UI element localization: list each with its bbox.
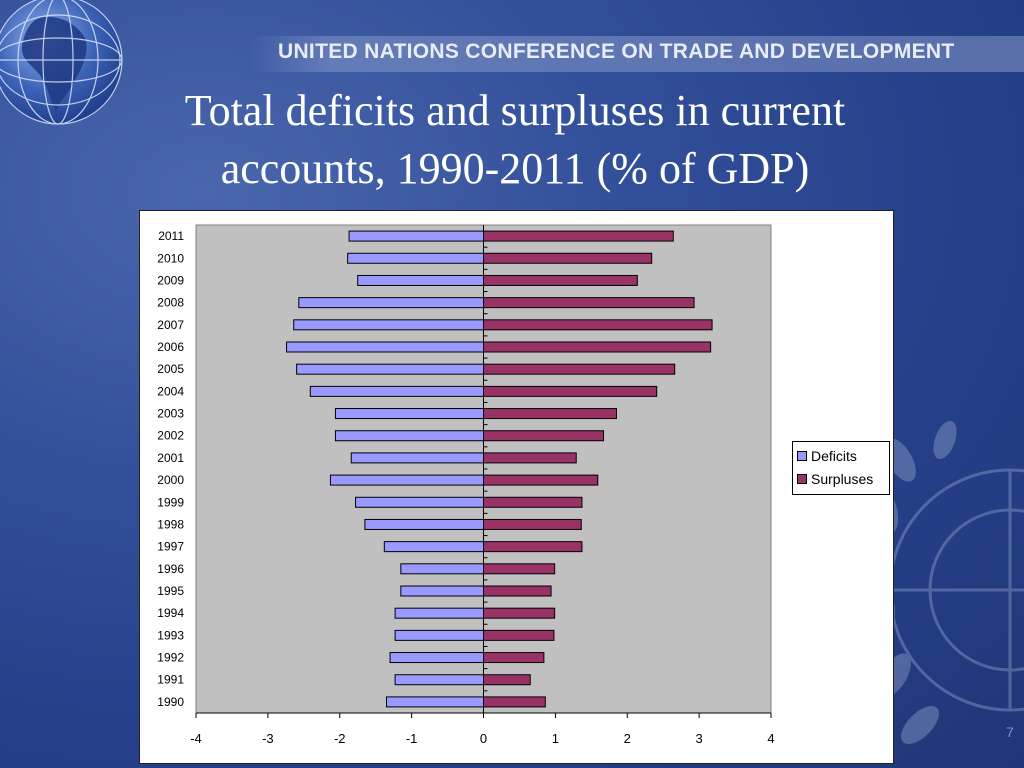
bar-deficits-2000 [329,474,484,486]
bar-deficits-1993 [394,629,484,641]
y-tick-label-1996: 1996 [157,562,184,576]
y-tick-label-2002: 2002 [157,429,184,443]
bar-surpluses-2010 [483,252,653,264]
y-tick-label-1994: 1994 [157,606,184,620]
bar-deficits-2003 [334,408,484,420]
bar-deficits-2001 [350,452,484,464]
x-tick-label: -2 [334,731,346,746]
y-tick-label-2008: 2008 [157,296,184,310]
bar-deficits-2011 [348,230,484,242]
legend-swatch-surpluses [797,474,807,485]
y-tick-label-1990: 1990 [157,695,184,709]
header-band [250,36,1024,72]
bar-deficits-1997 [383,541,484,553]
bar-surpluses-1999 [483,496,583,508]
organization-name: UNITED NATIONS CONFERENCE ON TRADE AND D… [278,40,955,63]
bar-surpluses-2005 [483,363,676,375]
y-tick-label-2007: 2007 [157,318,184,332]
bar-deficits-1998 [364,518,484,530]
legend-item-surpluses: Surpluses [797,471,873,489]
chart-frame: 1990 1991 1992 1993 1994 1995 1996 1997 1998 1999… [139,210,894,764]
y-tick-label-1992: 1992 [157,651,184,665]
legend-label-surpluses: Surpluses [811,471,874,487]
x-tick-label: 2 [624,731,631,746]
y-tick-label-2005: 2005 [157,362,184,376]
legend-swatch-deficits [797,451,807,462]
bar-surpluses-2008 [483,297,695,309]
bar-surpluses-2004 [483,385,658,397]
bar-surpluses-2007 [483,319,713,331]
slide-title: Total deficits and surpluses in current … [90,82,940,198]
bar-deficits-1991 [394,674,484,686]
slide-page-number: 7 [1006,724,1014,740]
bar-deficits-1990 [385,696,484,708]
y-tick-label-2001: 2001 [157,451,184,465]
y-tick-label-1999: 1999 [157,495,184,509]
y-tick-label-2011: 2011 [158,229,184,243]
bar-surpluses-2006 [483,341,712,353]
bar-surpluses-1998 [483,518,582,530]
bar-surpluses-1995 [483,585,552,597]
bar-deficits-2005 [296,363,484,375]
bar-deficits-1996 [400,563,484,575]
x-tick-label: 4 [767,731,774,746]
bar-deficits-2007 [293,319,484,331]
legend-label-deficits: Deficits [811,448,857,464]
bar-chart: 1990 1991 1992 1993 1994 1995 1996 1997 1998 1999… [157,224,775,746]
y-tick-label-1993: 1993 [157,628,184,642]
bar-deficits-2010 [347,252,484,264]
x-tick-label: 0 [480,731,487,746]
y-tick-label-2000: 2000 [157,473,184,487]
y-tick-label-2004: 2004 [157,384,184,398]
bar-deficits-2009 [357,274,484,286]
y-tick-label-1998: 1998 [157,517,184,531]
x-tick-label: -3 [262,731,274,746]
x-tick-label: 3 [696,731,703,746]
x-tick-label: 1 [552,731,559,746]
slide-title-line-2: accounts, 1990-2011 (% of GDP) [220,144,810,193]
bar-surpluses-2009 [483,274,638,286]
x-tick-label: -4 [190,731,202,746]
bar-surpluses-1991 [483,674,531,686]
bar-surpluses-2011 [483,230,674,242]
y-tick-label-2009: 2009 [157,273,184,287]
x-tick-label: -1 [406,731,418,746]
y-tick-label-2010: 2010 [157,251,184,265]
bar-surpluses-1990 [483,696,546,708]
bar-surpluses-1992 [483,652,545,664]
bar-surpluses-2000 [483,474,599,486]
bar-deficits-2002 [334,430,484,442]
bar-surpluses-1993 [483,629,555,641]
bar-surpluses-2002 [483,430,605,442]
globe-logo-icon [0,0,123,125]
bar-deficits-2006 [286,341,484,353]
chart-legend: Deficits Surpluses [792,441,890,495]
y-tick-label-1997: 1997 [157,540,184,554]
y-tick-label-1995: 1995 [157,584,184,598]
bar-surpluses-2001 [483,452,577,464]
slide-title-line-1: Total deficits and surpluses in current [184,86,846,135]
y-tick-label-2003: 2003 [157,407,184,421]
y-tick-label-2006: 2006 [157,340,184,354]
bar-surpluses-1997 [483,541,583,553]
bar-deficits-1994 [394,607,484,619]
bar-surpluses-1994 [483,607,556,619]
bar-deficits-1995 [400,585,484,597]
bar-deficits-1992 [389,652,484,664]
bar-deficits-2008 [298,297,484,309]
legend-item-deficits: Deficits [797,448,857,466]
bar-deficits-1999 [355,496,484,508]
bar-surpluses-1996 [483,563,556,575]
bar-surpluses-2003 [483,408,617,420]
bar-deficits-2004 [309,385,484,397]
y-tick-label-1991: 1991 [157,673,184,687]
